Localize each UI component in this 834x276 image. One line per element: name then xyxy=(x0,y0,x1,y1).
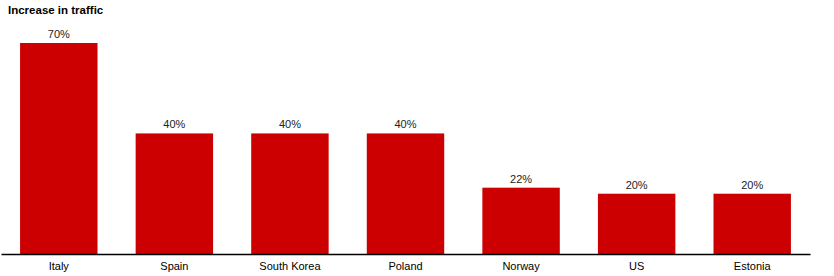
bar xyxy=(713,194,790,254)
data-label: 70% xyxy=(48,28,70,40)
x-tick: South Korea xyxy=(259,260,321,272)
x-tick: Spain xyxy=(160,260,188,272)
x-tick-label: South Korea xyxy=(259,260,321,272)
data-label: 40% xyxy=(394,118,416,130)
bars xyxy=(20,43,791,254)
bar xyxy=(136,133,213,254)
bar xyxy=(482,188,559,254)
x-tick-label: Poland xyxy=(388,260,422,272)
x-tick: Norway xyxy=(502,260,540,272)
data-label: 40% xyxy=(163,118,185,130)
title: Increase in traffic xyxy=(8,4,104,16)
data-label: 20% xyxy=(741,179,763,191)
data-label: 40% xyxy=(279,118,301,130)
x-tick-label: Spain xyxy=(160,260,188,272)
x-tick-label: Estonia xyxy=(734,260,772,272)
bar xyxy=(367,133,444,254)
data-label: 22% xyxy=(510,173,532,185)
x-tick-label: US xyxy=(629,260,644,272)
x-axis-line xyxy=(2,254,811,256)
bar xyxy=(251,133,328,254)
x-axis: Italy Spain South Korea Poland Norway US Eston… xyxy=(2,255,811,272)
x-tick: Estonia xyxy=(734,260,772,272)
chart: Increase in traffic 70% 40% 40% 40% 22% 20% 20%… xyxy=(0,0,834,276)
bar xyxy=(20,43,97,254)
data-label: 20% xyxy=(626,179,648,191)
data-labels: 70% 40% 40% 40% 22% 20% 20% xyxy=(48,28,764,191)
x-tick: Poland xyxy=(388,260,422,272)
bar xyxy=(598,194,675,254)
x-tick-label: Italy xyxy=(49,260,70,272)
x-tick-label: Norway xyxy=(502,260,540,272)
x-tick: Italy xyxy=(49,260,70,272)
x-tick: US xyxy=(629,260,644,272)
